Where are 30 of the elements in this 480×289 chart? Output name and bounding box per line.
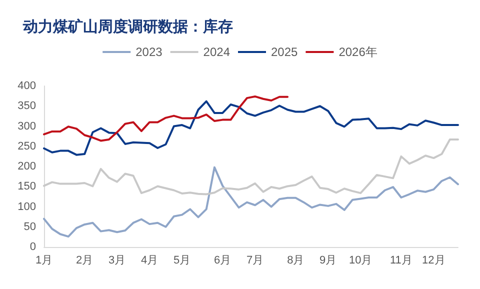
legend-label: 2025 <box>271 45 298 59</box>
line-series <box>43 166 459 238</box>
x-tick-label: 8月 <box>287 254 304 266</box>
y-tick-label: 150 <box>18 180 36 193</box>
y-tick-label: 0 <box>30 241 36 253</box>
legend-label: 2023 <box>136 45 163 59</box>
x-tick-label: 9月 <box>320 254 337 266</box>
line-series <box>43 100 459 156</box>
y-tick-label: 400 <box>18 80 36 92</box>
y-tick-label: 100 <box>18 200 36 213</box>
chart-title: 动力煤矿山周度调研数据：库存 <box>22 18 233 36</box>
y-tick-label: 300 <box>18 120 36 132</box>
legend-label: 2024 <box>203 45 230 59</box>
x-tick-label: 1月 <box>35 254 53 266</box>
x-tick-label: 3月 <box>108 254 126 266</box>
x-tick-label: 11月 <box>390 254 412 266</box>
legend-label: 2026年 <box>338 45 378 59</box>
x-tick-label: 10月 <box>348 254 372 266</box>
x-tick-label: 5月 <box>173 254 191 266</box>
y-tick-label: 250 <box>18 140 36 152</box>
y-tick-label: 350 <box>18 100 36 112</box>
x-tick-label: 2月 <box>76 254 94 266</box>
x-tick-label: 6月 <box>214 254 232 266</box>
line-series <box>43 95 289 142</box>
line-series <box>43 138 459 196</box>
x-tick-label: 4月 <box>140 254 158 266</box>
y-tick-label: 50 <box>24 220 36 233</box>
x-tick-label: 7月 <box>246 254 264 266</box>
x-tick-label: 12月 <box>422 254 446 266</box>
y-tick-label: 200 <box>18 160 36 172</box>
